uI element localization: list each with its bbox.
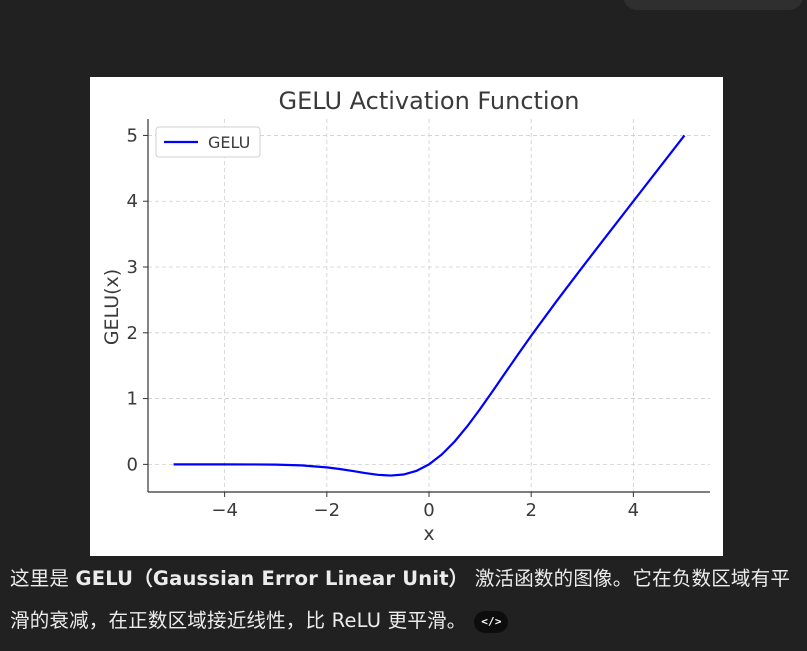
y-tick-label: 4 — [127, 191, 138, 212]
y-tick-label: 0 — [127, 454, 138, 475]
gelu-chart-image[interactable]: −4 −2 0 2 4 0 1 2 3 4 5 GELU Activation Function x… — [90, 77, 723, 556]
axes — [143, 119, 710, 497]
x-tick-label: 2 — [525, 500, 536, 521]
message-suffix: 激活函数的图像。它在负数区域有平滑的衰减，在正数区域接近线性，比 ReLU 更平… — [10, 567, 791, 632]
legend: GELU — [155, 126, 261, 158]
code-icon[interactable]: </> — [474, 610, 509, 633]
series-lines — [173, 134, 686, 477]
chart-title: GELU Activation Function — [279, 87, 580, 115]
message-prefix: 这里是 — [10, 567, 76, 590]
tick-labels: −4 −2 0 2 4 0 1 2 3 4 5 — [127, 125, 640, 521]
y-axis-label: GELU(x) — [101, 269, 123, 345]
legend-box — [155, 126, 261, 158]
x-tick-label: −2 — [314, 500, 341, 521]
y-tick-label: 2 — [127, 323, 138, 344]
gelu-chart: −4 −2 0 2 4 0 1 2 3 4 5 GELU Activation Function x… — [90, 77, 723, 556]
y-tick-label: 5 — [127, 125, 138, 146]
x-tick-label: 0 — [423, 500, 434, 521]
series-line-gelu — [173, 134, 686, 477]
x-tick-label: 4 — [628, 500, 639, 521]
assistant-message: 这里是 GELU（Gaussian Error Linear Unit） 激活函… — [10, 558, 800, 642]
x-tick-label: −4 — [211, 500, 238, 521]
message-bold-term: GELU（Gaussian Error Linear Unit） — [75, 567, 469, 590]
top-pill-decoration — [623, 0, 803, 10]
legend-label: GELU — [208, 133, 250, 152]
y-tick-label: 1 — [127, 389, 138, 410]
x-axis-label: x — [423, 523, 434, 545]
y-tick-label: 3 — [127, 257, 138, 278]
